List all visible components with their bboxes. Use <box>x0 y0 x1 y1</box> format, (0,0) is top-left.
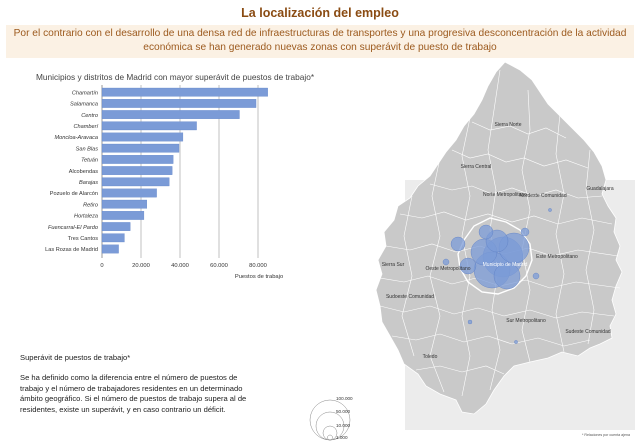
bar <box>101 233 125 243</box>
label-toledo: Toledo <box>423 354 438 360</box>
bar <box>101 166 173 175</box>
category-label: Centro <box>81 113 98 119</box>
label-sudeste-comunidad: Sudeste Comunidad <box>565 329 611 335</box>
bar <box>101 132 184 142</box>
job-surplus-bubbles <box>442 208 552 344</box>
bubble-size-legend <box>309 399 351 441</box>
x-tick-label: 60.000 <box>210 263 228 269</box>
category-label: Moncloa-Aravaca <box>54 135 98 141</box>
definition-note: Superávit de puestos de trabajo* Se ha d… <box>20 353 250 415</box>
label-guadalajara: Guadalajara <box>586 186 613 192</box>
bar <box>101 199 147 209</box>
label-sierra-norte: Sierra Norte <box>495 122 522 128</box>
category-label: Tetuán <box>81 158 98 164</box>
bar <box>101 211 145 220</box>
bubble-small-5 <box>514 340 518 344</box>
label-municipio-madrid: Municipio de Madrid <box>483 262 528 268</box>
label-sierra-sur: Sierra Sur <box>382 262 405 268</box>
bar <box>101 87 268 97</box>
bubble-small-3 <box>532 272 540 280</box>
bubble-madrid-southeast <box>493 262 521 290</box>
legend-value-1000: 1.000 <box>336 435 348 440</box>
page-title: La localización del empleo <box>241 6 399 20</box>
category-label: Fuencarral-El Pardo <box>48 225 98 231</box>
label-nordeste-comunidad: Nordeste Comunidad <box>519 193 566 199</box>
x-tick-label: 20.000 <box>132 263 150 269</box>
bubble-west-metro <box>459 257 477 275</box>
label-este-metropolitano: Este Metropolitano <box>536 254 578 260</box>
category-label: Tres Cantos <box>68 236 98 242</box>
category-label: Hortaleza <box>74 214 98 220</box>
category-label: Salamanca <box>70 102 98 108</box>
bubble-small-1 <box>442 258 450 266</box>
bar <box>101 188 157 198</box>
legend-circle-1000 <box>327 434 333 441</box>
bar <box>101 121 197 131</box>
bubble-alcobendas-area <box>478 224 494 240</box>
intro-banner: Por el contrario con el desarrollo de un… <box>6 25 634 58</box>
bar <box>101 99 257 108</box>
central-districts <box>457 217 533 295</box>
bar <box>101 244 119 254</box>
x-axis-label: Puestos de trabajo <box>235 274 283 280</box>
label-sudoeste-comunidad: Sudoeste Comunidad <box>386 294 434 300</box>
map-credit: * Relaciones por cuenta ajena <box>582 433 630 437</box>
category-label: Chamartín <box>72 90 98 96</box>
category-label: Pozuelo de Alarcón <box>50 191 98 197</box>
label-sur-metropolitano: Sur Metropolitano <box>506 318 546 324</box>
bar <box>101 222 131 231</box>
chart-title: Municipios y distritos de Madrid con may… <box>36 72 315 82</box>
label-oeste-metropolitano: Oeste Metropolitano <box>425 266 470 272</box>
legend-value-100000: 100.000 <box>336 396 353 401</box>
label-norte-metropolitano: Norte Metropolitano <box>483 192 527 198</box>
bar <box>101 110 240 119</box>
x-tick-label: 40.000 <box>171 263 189 269</box>
bubble-small-2 <box>520 227 530 237</box>
category-label: Alcobendas <box>69 169 98 175</box>
label-sierra-central: Sierra Central <box>461 164 492 170</box>
x-tick-label: 0 <box>100 263 103 269</box>
legend-value-10000: 10.000 <box>336 423 350 428</box>
category-label: Las Rozas de Madrid <box>45 247 98 253</box>
bar <box>101 143 180 153</box>
category-label: Barajas <box>79 180 98 186</box>
bar <box>101 155 174 164</box>
category-label: Retiro <box>83 202 98 208</box>
bubble-pozuelo <box>450 236 466 252</box>
note-body: Se ha definido como la diferencia entre … <box>20 373 247 414</box>
bubble-small-4 <box>467 319 473 325</box>
x-tick-label: 80.000 <box>249 263 267 269</box>
legend-circle-10000 <box>322 425 338 441</box>
legend-circle-100000 <box>309 399 351 441</box>
bubble-small-6 <box>548 208 552 212</box>
category-label: Chamberí <box>73 124 98 130</box>
legend-value-50000: 50.000 <box>336 409 350 414</box>
note-heading: Superávit de puestos de trabajo* <box>20 353 131 362</box>
category-label: San Blas <box>76 146 99 152</box>
bar <box>101 177 170 187</box>
